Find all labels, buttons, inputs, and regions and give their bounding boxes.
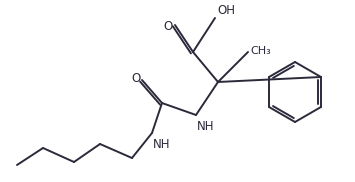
Text: O: O xyxy=(163,19,173,33)
Text: O: O xyxy=(131,72,141,86)
Text: CH₃: CH₃ xyxy=(250,46,271,56)
Text: NH: NH xyxy=(153,138,170,151)
Text: OH: OH xyxy=(217,4,235,17)
Text: NH: NH xyxy=(197,120,214,133)
